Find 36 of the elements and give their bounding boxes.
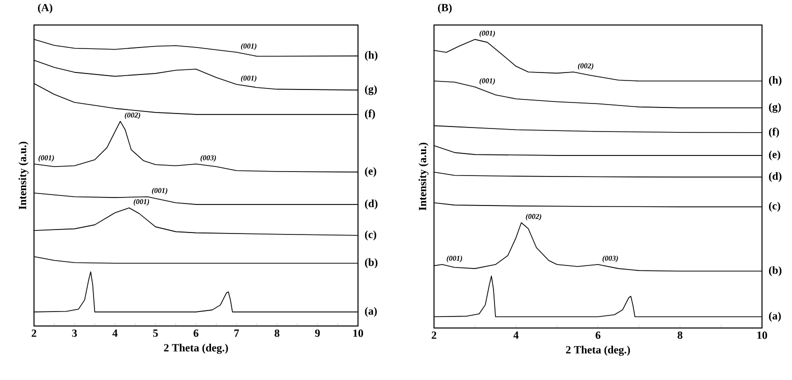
series-label: (f) — [364, 109, 375, 120]
x-tick-label: 5 — [153, 330, 158, 337]
series-label: (h) — [769, 76, 782, 86]
series-label: (b) — [364, 258, 378, 268]
x-tick-label: 3 — [72, 330, 77, 337]
series-label: (h) — [364, 51, 378, 61]
series-label: (d) — [769, 172, 782, 182]
x-tick-label: 6 — [596, 332, 600, 339]
series-label: (f) — [769, 128, 779, 138]
series-label: (c) — [769, 202, 780, 212]
x-tick-label: 10 — [353, 330, 364, 337]
series-label: (e) — [769, 150, 780, 160]
chart-title: (A) — [38, 4, 52, 14]
series-label: (c) — [364, 230, 376, 240]
x-tick-label: 2 — [32, 330, 36, 337]
x-tick-label: 8 — [274, 330, 280, 337]
x-tick-label: 4 — [513, 332, 519, 339]
y-axis-title: Intensity (a.u.) — [18, 142, 28, 210]
y-axis-title: Intensity (a.u.) — [418, 142, 428, 210]
series-label: (d) — [364, 199, 378, 210]
series-label: (e) — [364, 167, 376, 178]
chart-title: (B) — [438, 4, 452, 14]
series-label: (a) — [769, 312, 781, 322]
x-axis-title: 2 Theta (deg.) — [164, 344, 228, 354]
x-tick-label: 7 — [234, 330, 239, 337]
x-tick-label: 2 — [432, 332, 436, 339]
series-label: (b) — [769, 266, 782, 276]
x-tick-label: 6 — [194, 330, 198, 337]
x-tick-label: 4 — [112, 330, 118, 337]
series-label: (g) — [364, 85, 377, 96]
x-tick-label: 10 — [757, 332, 768, 339]
series-label: (a) — [364, 306, 377, 317]
x-axis-title: 2 Theta (deg.) — [566, 346, 630, 356]
series-label: (g) — [769, 102, 781, 113]
x-tick-label: 9 — [315, 330, 320, 337]
x-tick-label: 8 — [678, 332, 682, 339]
